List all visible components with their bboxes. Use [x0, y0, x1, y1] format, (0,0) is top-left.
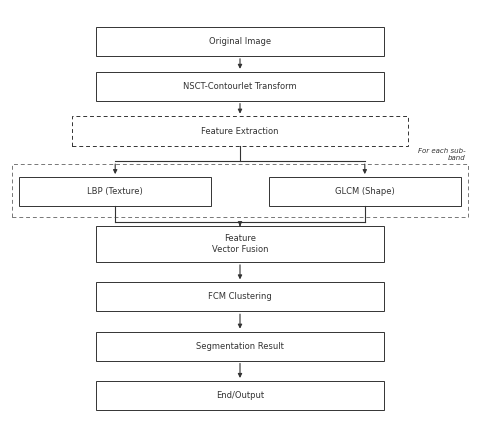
Bar [96, 332, 384, 361]
Bar [96, 27, 384, 56]
Bar [96, 282, 384, 311]
Text: NSCT-Contourlet Transform: NSCT-Contourlet Transform [183, 82, 297, 91]
Bar [96, 72, 384, 101]
Text: Segmentation Result: Segmentation Result [196, 341, 284, 351]
Text: End/Output: End/Output [216, 391, 264, 400]
Text: Feature
Vector Fusion: Feature Vector Fusion [212, 234, 268, 254]
Text: LBP (Texture): LBP (Texture) [87, 187, 143, 196]
Text: Original Image: Original Image [209, 37, 271, 46]
Text: FCM Clustering: FCM Clustering [208, 292, 272, 302]
Bar [19, 177, 211, 206]
Bar [12, 164, 468, 217]
Bar [96, 226, 384, 262]
Bar [269, 177, 461, 206]
Text: For each sub-
band: For each sub- band [418, 148, 466, 161]
Bar [72, 116, 408, 146]
Text: Feature Extraction: Feature Extraction [201, 126, 279, 136]
Text: GLCM (Shape): GLCM (Shape) [335, 187, 395, 196]
Bar [96, 381, 384, 410]
